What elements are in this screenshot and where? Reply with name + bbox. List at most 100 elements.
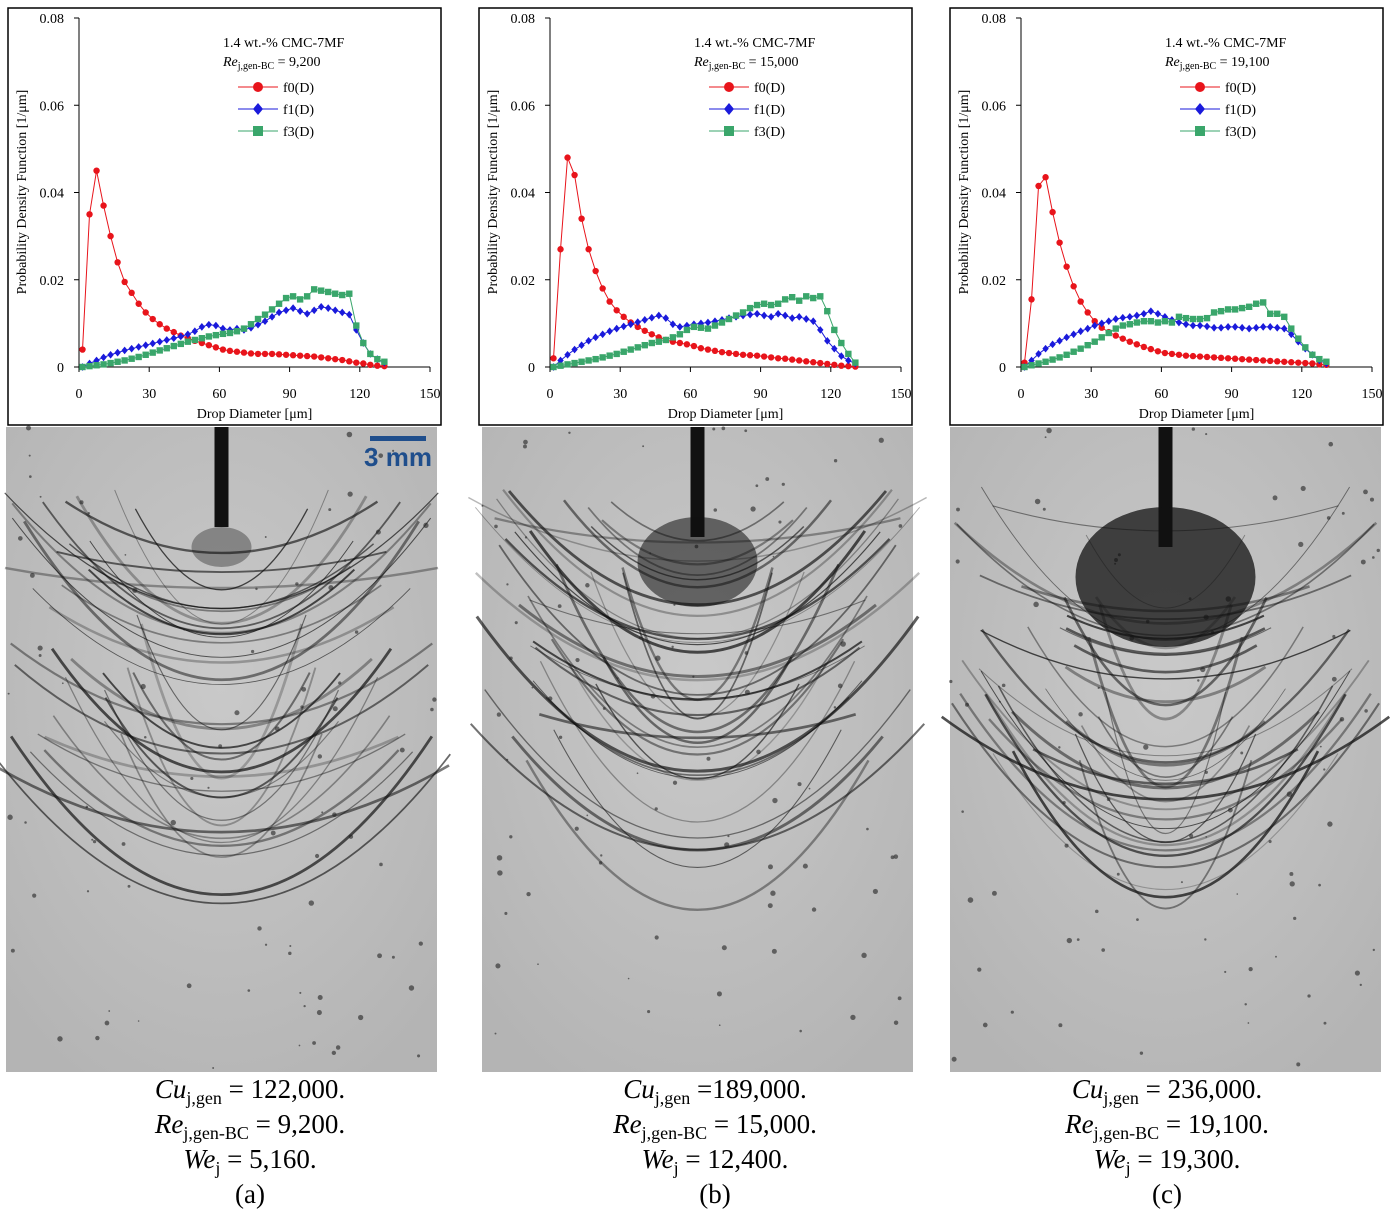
y-tick-label: 0.08 [40,12,65,27]
spray-ligament [532,640,863,701]
spray-drop [331,1050,337,1056]
x-tick-label: 150 [420,387,441,402]
spray-ligament [550,638,845,756]
x-tick-label: 150 [891,387,912,402]
y-tick-label: 0.08 [982,12,1007,27]
spray-drop [799,1029,802,1033]
marker [767,354,775,361]
marker [1028,296,1035,303]
x-tick-label: 60 [683,387,697,402]
spray-ligament [518,603,877,678]
spray-ligament [75,495,368,625]
marker [374,355,381,363]
spray-drop [811,907,817,912]
spray-ligament [1080,725,1251,803]
spray-drop [212,1067,215,1069]
spray-drop [61,682,64,685]
marker [303,352,311,360]
spray-drop [1204,938,1207,941]
spray-drop [850,1014,856,1021]
marker [247,350,255,357]
spray-drop [524,536,528,539]
marker [296,307,304,315]
caption-line: Cuj,gen = 122,000. [155,1074,345,1108]
spray-ligament [1027,626,1304,748]
spray-drop [308,900,315,906]
marker [93,362,100,369]
spray-drop [358,1014,364,1021]
marker [1210,323,1218,332]
marker [86,211,93,218]
legend-marker [253,126,263,136]
spray-drop [343,559,347,562]
spray-drop [833,706,837,709]
marker [824,307,831,315]
spray-ligament [1097,716,1234,778]
spray-drop [170,819,176,826]
marker [711,317,719,326]
spray-drop [523,444,527,449]
spray-drop [183,629,185,631]
caption-line: Rej,gen-BC = 15,000. [612,1109,817,1143]
marker [1126,321,1134,328]
spray-drop [961,810,964,813]
caption-line: Wej = 19,300. [1094,1144,1241,1178]
marker [564,154,571,161]
marker [1203,322,1211,331]
marker [233,348,241,355]
spray-drop [247,989,251,992]
marker [845,362,852,370]
spray-drop [514,621,518,625]
annotation: Rej,gen-BC = 19,100 [1164,55,1270,72]
marker [1042,174,1049,181]
jet-core [191,527,252,567]
marker [1154,319,1162,326]
spray-drop [642,445,645,448]
marker [289,352,297,359]
marker [353,322,360,329]
spray-drop [57,1036,63,1042]
spray-drop [1106,797,1111,802]
spray-ligament [9,735,434,897]
spray-drop [218,744,223,749]
spray-drop [1296,1062,1301,1067]
text-segment: = 19,100 [1216,55,1269,70]
spray-drop [1001,683,1006,688]
marker [1316,355,1323,363]
marker [191,327,199,336]
text-segment: j [673,1158,679,1178]
marker [1302,344,1309,351]
spray-drop [295,582,299,586]
spray-drop [140,683,146,690]
marker [198,323,206,331]
marker [634,323,641,331]
spray-drop [1293,916,1297,921]
marker [1042,358,1049,365]
spray-ligament [553,729,842,868]
marker [1119,335,1126,342]
marker [1245,356,1253,363]
spray-drop [808,787,811,790]
spray-drop [1240,751,1244,755]
marker [1238,355,1246,363]
x-tick-label: 60 [1154,387,1168,402]
spray-drop [1189,833,1194,838]
marker [282,306,290,315]
marker [360,360,367,367]
spray-drop [1247,1022,1250,1024]
spray-drop [509,656,513,660]
spray-drop [317,995,323,1000]
spray-drop [1289,881,1295,887]
spray-drop [124,554,127,556]
marker [261,350,269,358]
spray-ligament [44,735,399,779]
spray-ligament [980,629,1351,680]
marker [704,318,712,327]
spray-drop [144,735,147,739]
text-segment: Cu [623,1074,655,1104]
text-segment: (a) [235,1179,265,1209]
spray-ligament [469,723,926,851]
spray-drop [991,890,997,896]
marker [339,308,346,317]
